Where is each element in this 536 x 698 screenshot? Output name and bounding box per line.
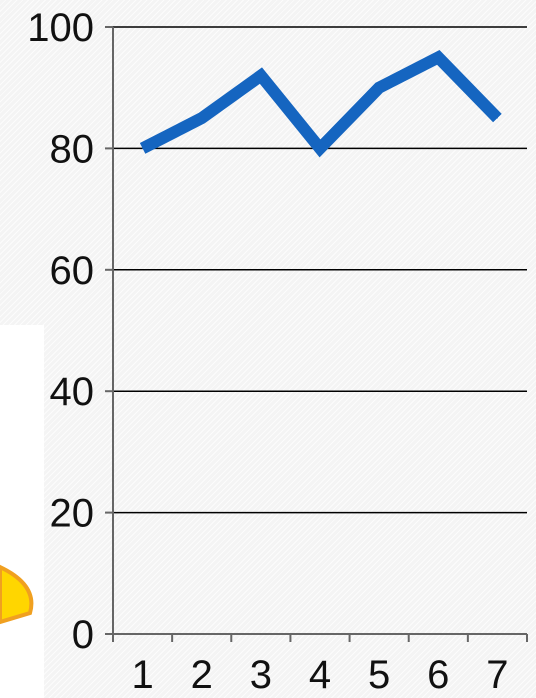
gridlines [113, 26, 527, 514]
y-tick-label: 20 [50, 492, 95, 536]
y-tick-labels: 0 20 40 60 80 100 [27, 6, 94, 657]
y-tick-label: 0 [72, 613, 94, 657]
y-tick-label: 100 [27, 6, 94, 50]
x-tick-label: 7 [486, 653, 508, 697]
data-point [496, 117, 498, 119]
x-tick-label: 1 [131, 653, 153, 697]
axes [105, 26, 528, 642]
y-tick-label: 40 [50, 370, 95, 414]
x-tick-label: 2 [191, 653, 213, 697]
data-point [201, 117, 203, 119]
data-point [142, 147, 144, 149]
data-point [378, 87, 380, 89]
sun-decoration [0, 564, 34, 625]
data-point [260, 75, 262, 77]
y-tick-label: 80 [50, 127, 95, 171]
data-point [437, 56, 439, 58]
x-tick-label: 4 [309, 653, 331, 697]
x-tick-label: 5 [368, 653, 390, 697]
data-point [319, 147, 321, 149]
y-tick-label: 60 [50, 249, 95, 293]
x-tick-label: 6 [427, 653, 449, 697]
series-line [139, 50, 502, 158]
background-panel [0, 325, 44, 698]
x-tick-label: 3 [250, 653, 272, 697]
series-line-group [139, 50, 502, 158]
